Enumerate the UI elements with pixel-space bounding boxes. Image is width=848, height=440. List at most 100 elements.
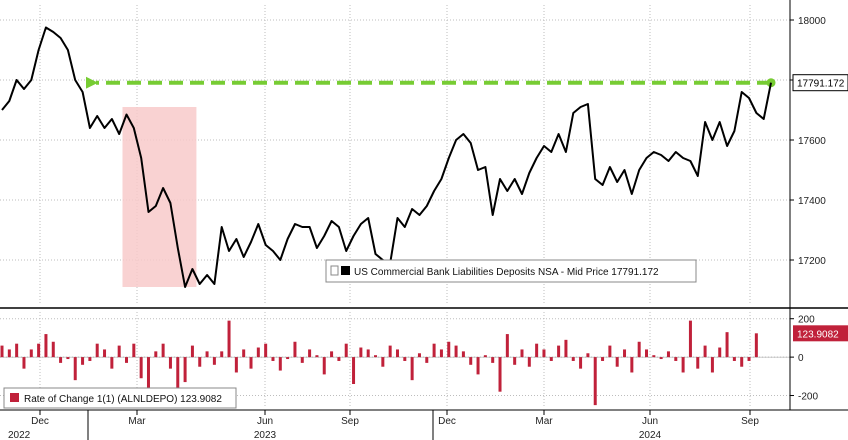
rate-bar <box>51 341 55 358</box>
x-month-label: Jun <box>257 416 273 427</box>
rate-bar <box>754 333 758 358</box>
rate-bar <box>579 357 583 369</box>
rate-bar <box>154 351 158 358</box>
rate-bar <box>7 349 11 358</box>
rate-bar <box>688 320 692 358</box>
rate-bar <box>710 357 714 373</box>
rate-bar <box>264 343 268 358</box>
sub-y-tick-label: -200 <box>798 392 818 403</box>
labels: 17200174001760017800180002000-20017791.1… <box>3 16 848 440</box>
rate-bar <box>337 357 341 361</box>
rate-bar <box>491 357 495 363</box>
rate-bar <box>344 343 348 358</box>
rate-bar <box>601 357 605 361</box>
x-month-label: Mar <box>535 416 553 427</box>
x-year-label: 2024 <box>639 430 662 440</box>
rate-bar <box>271 357 275 361</box>
x-month-label: Dec <box>438 416 456 427</box>
rate-bar <box>615 357 619 367</box>
sub-last-value-tag <box>793 325 848 342</box>
rate-bar <box>44 334 48 358</box>
x-month-label: Jun <box>642 416 658 427</box>
rate-bar <box>666 351 670 358</box>
main-legend-box <box>325 259 697 283</box>
rate-bar <box>198 357 202 367</box>
rate-bar <box>395 349 399 358</box>
main-y-tick-label: 17400 <box>798 196 826 207</box>
rate-bar <box>359 347 363 358</box>
rate-bar <box>630 357 634 373</box>
rate-bar <box>659 357 663 360</box>
rate-bar <box>103 349 107 358</box>
rate-bar <box>513 357 517 365</box>
sub-legend-box <box>3 387 237 409</box>
rate-bar <box>674 357 678 361</box>
rate-bar <box>718 347 722 358</box>
rate-bar <box>447 341 451 358</box>
rate-bar <box>139 357 143 379</box>
rate-bar <box>161 343 165 358</box>
rate-bar <box>469 357 473 365</box>
rate-bar <box>322 357 326 375</box>
rate-bar <box>73 357 77 381</box>
rate-bar <box>286 357 290 360</box>
main-legend-handle <box>330 265 339 276</box>
rate-bar <box>0 345 4 358</box>
rate-bar <box>278 357 282 371</box>
rate-bar <box>732 357 736 361</box>
rate-bar <box>542 349 546 358</box>
rate-bar <box>330 351 334 358</box>
rate-bar <box>505 334 509 358</box>
rate-bar <box>256 347 260 358</box>
main-legend-label: US Commercial Bank Liabilities Deposits … <box>354 267 659 278</box>
x-month-label: Mar <box>128 416 146 427</box>
rate-bar <box>37 343 41 358</box>
rate-bar <box>125 357 129 363</box>
rate-bar <box>293 341 297 358</box>
rate-bar <box>571 357 575 361</box>
x-year-label: 2022 <box>8 430 31 440</box>
rate-bar <box>425 357 429 363</box>
sub-y-tick-label: 0 <box>798 353 804 364</box>
rate-bar <box>520 349 524 358</box>
rate-bar <box>410 357 414 381</box>
rate-bar <box>703 345 707 358</box>
rate-bar <box>483 355 487 358</box>
rate-bar <box>183 357 187 383</box>
rate-bar <box>242 349 246 358</box>
rate-bar <box>564 339 568 358</box>
rate-bar <box>190 345 194 358</box>
main-legend-swatch <box>341 266 350 275</box>
main-y-tick-label: 18000 <box>798 16 826 27</box>
rate-bar <box>110 357 114 369</box>
rate-bar <box>117 345 121 358</box>
rate-bar <box>388 345 392 358</box>
sub-y-tick-label: 200 <box>798 315 815 326</box>
x-month-label: Sep <box>341 416 359 427</box>
rate-bar <box>527 357 531 367</box>
rate-bar <box>168 357 172 369</box>
rate-bar <box>403 357 407 361</box>
rate-bar <box>644 349 648 358</box>
rate-bar <box>740 357 744 367</box>
rate-bar <box>593 357 597 406</box>
rate-bar <box>249 357 253 369</box>
rate-bar <box>608 345 612 358</box>
main-y-tick-label: 17200 <box>798 256 826 267</box>
rate-bar <box>132 343 136 358</box>
rate-bar <box>212 357 216 365</box>
x-year-label: 2023 <box>254 430 277 440</box>
rate-bar <box>300 357 304 363</box>
rate-bar <box>352 357 356 384</box>
rate-bar <box>476 357 480 375</box>
rate-bar <box>315 355 319 358</box>
x-month-label: Sep <box>741 416 759 427</box>
rate-bar <box>381 357 385 367</box>
rate-bar <box>59 357 63 363</box>
rate-bar <box>461 351 465 358</box>
rate-bar <box>374 355 378 358</box>
main-plot <box>1 26 776 288</box>
sub-legend-label: Rate of Change 1(1) (ALNLDEPO) 123.9082 <box>24 394 222 405</box>
rate-bar <box>205 351 209 358</box>
rate-bar <box>747 357 751 361</box>
